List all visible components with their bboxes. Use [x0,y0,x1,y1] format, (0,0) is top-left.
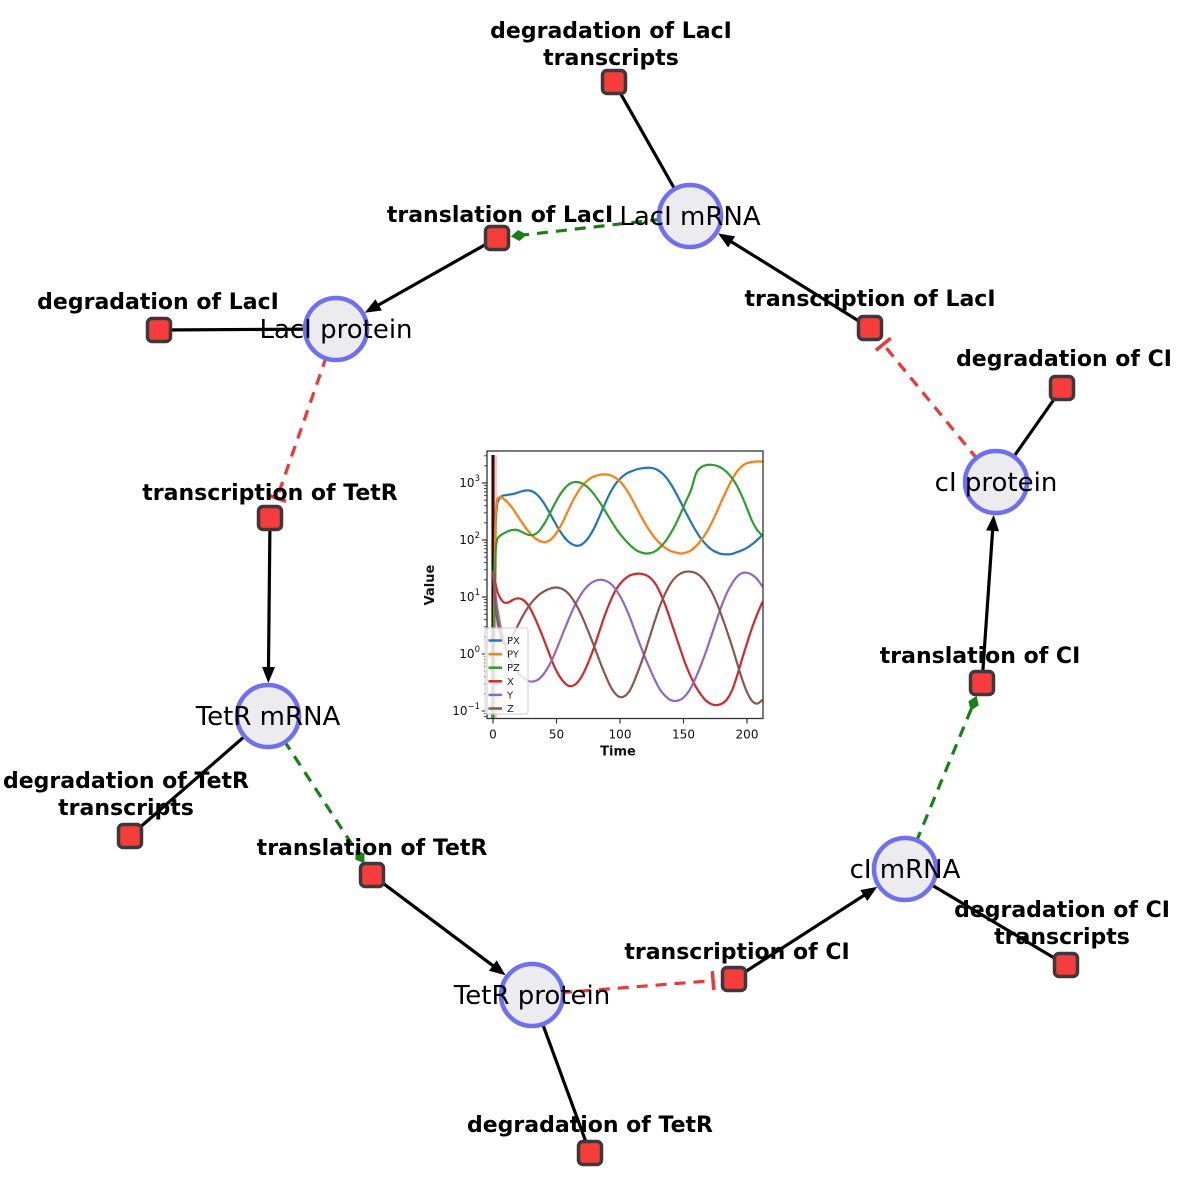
edge-production-tetr_protein-transl_tetr-arrowhead [488,960,506,976]
species-label-tetr_protein: TetR protein [453,981,610,1011]
x-tick-label: 0 [489,728,497,742]
edge-modifier-ci_mrna-transl_ci-diamond [968,695,979,711]
reaction-node-transcr_laci [856,314,884,342]
edge-production-ci_mrna-transcr_ci [733,890,870,981]
y-tick-label: 10−1 [452,702,480,718]
edge-production-tetr_mrna-transcr_tetr-arrowhead [261,666,275,684]
reaction-label-transl_tetr-line1: translation of TetR [257,836,488,861]
reaction-label-deg_laci-line1: degradation of LacI [37,290,279,315]
reaction-label-deg_laci_tr-line2: transcripts [543,46,679,71]
reaction-node-deg_tetr [576,1139,604,1167]
reaction-label-deg_tetr_tr-line1: degradation of TetR [3,769,249,794]
series-line-PZ [492,463,763,719]
species-label-laci_protein: LacI protein [259,315,412,345]
edge-modifier-laci_mrna-transl_laci-diamond [510,230,527,241]
species-node-laci_mrna [656,182,724,250]
x-tick-label: 50 [549,728,564,742]
reaction-node-deg_laci [145,316,173,344]
y-axis-label: Value [423,564,438,605]
reaction-label-deg_ci_tr-line1: degradation of CI [954,898,1170,923]
series-line-X [491,570,763,707]
y-tick-label: 100 [459,645,480,661]
edge-production-tetr_mrna-transcr_tetr [266,517,272,674]
species-node-ci_protein [962,448,1030,516]
reaction-label-transcr_ci-line1: transcription of CI [624,940,849,965]
legend-label-Z: Z [507,704,514,715]
legend-label-PY: PY [507,650,520,661]
y-tick-label: 101 [459,588,480,604]
reaction-label-deg_ci-line1: degradation of CI [956,347,1172,372]
edge-production-laci_mrna-transcr_laci [725,237,871,330]
edge-production-laci_mrna-transcr_laci-arrowhead [718,233,736,248]
species-node-tetr_mrna [234,682,302,750]
edge-inhibition-tetr_protein-transcr_ci-tbar [710,971,716,991]
edge-inhibition-tetr_protein-transcr_ci [560,979,714,995]
reaction-label-transcr_laci-line1: transcription of LacI [744,287,995,312]
legend-label-X: X [507,677,514,688]
reaction-label-deg_ci_tr-line2: transcripts [994,925,1130,950]
y-tick-label: 103 [459,474,480,490]
x-tick-label: 200 [736,728,759,742]
plot-frame [486,450,764,720]
edge-production-ci_protein-transl_ci-arrowhead [986,514,1000,532]
edge-modifier-ci_mrna-transl_ci [914,707,974,843]
reaction-label-transcr_tetr-line1: transcription of TetR [142,481,398,506]
legend-label-Y: Y [506,690,514,701]
inset-plot: 0 50 100 150 200 Time 10−1 100 101 102 103 Value PX P… [423,450,764,760]
plot-background [487,451,763,719]
series-line-Z [491,570,763,705]
edge-production-laci_protein-transl_laci [372,236,498,310]
reaction-node-deg_tetr_tr [116,822,144,850]
nodes-layer [116,68,1080,1167]
species-label-tetr_mrna: TetR mRNA [195,702,341,732]
edge-inhibition-ci_protein-transcr_laci-tbar [874,336,892,352]
species-label-ci_mrna: cI mRNA [850,855,961,885]
series-line-Y [491,571,763,703]
edge-inhibition-laci_protein-transcr_tetr [275,355,328,499]
x-axis-label: Time [600,745,636,760]
reaction-node-transl_ci [968,669,996,697]
reaction-label-deg_laci_tr-line1: degradation of LacI [490,19,732,44]
reaction-label-deg_tetr_tr-line2: transcripts [58,796,194,821]
legend-label-PZ: PZ [507,663,520,674]
species-label-laci_mrna: LacI mRNA [619,202,760,232]
labels-layer: LacI mRNA LacI protein TetR mRNA TetR prote… [3,19,1172,1138]
reaction-node-deg_ci_tr [1052,951,1080,979]
edge-production-laci_protein-transl_laci-arrowhead [364,299,382,313]
series-line-PY [491,460,763,719]
reaction-node-deg_ci [1048,374,1076,402]
reaction-node-deg_laci_tr [600,68,628,96]
edge-inhibition-ci_protein-transcr_laci [882,343,979,461]
reaction-label-transl_ci-line1: translation of CI [880,644,1081,669]
reaction-label-transl_laci-line1: translation of LacI [387,203,613,228]
edge-production-ci_mrna-transcr_ci-arrowhead [860,886,878,901]
reaction-node-transl_laci [483,224,511,252]
legend-box [484,627,529,715]
reaction-node-transl_tetr [358,861,386,889]
edge-modifier-laci_mrna-transl_laci [523,217,662,237]
edge-production-tetr_protein-transl_tetr [371,873,499,971]
edge-modifier-tetr_mrna-transl_tetr [282,739,359,854]
species-node-laci_protein [302,295,370,363]
species-label-ci_protein: cI protein [935,468,1058,498]
legend-label-PX: PX [507,636,520,647]
edge-inhibition-laci_protein-transcr_tetr-tbar [267,493,287,503]
reaction-node-transcr_ci [720,965,748,993]
edge-modifier-tetr_mrna-transl_tetr-diamond [355,849,365,864]
species-node-tetr_protein [498,961,566,1029]
edge-production-ci_protein-transl_ci [980,524,995,684]
y-tick-label: 102 [459,531,480,547]
species-node-ci_mrna [871,835,939,903]
reaction-label-deg_tetr-line1: degradation of TetR [467,1113,713,1138]
x-tick-label: 150 [672,728,695,742]
x-tick-label: 100 [609,728,632,742]
series-line-PX [491,466,763,719]
reaction-node-transcr_tetr [256,504,284,532]
